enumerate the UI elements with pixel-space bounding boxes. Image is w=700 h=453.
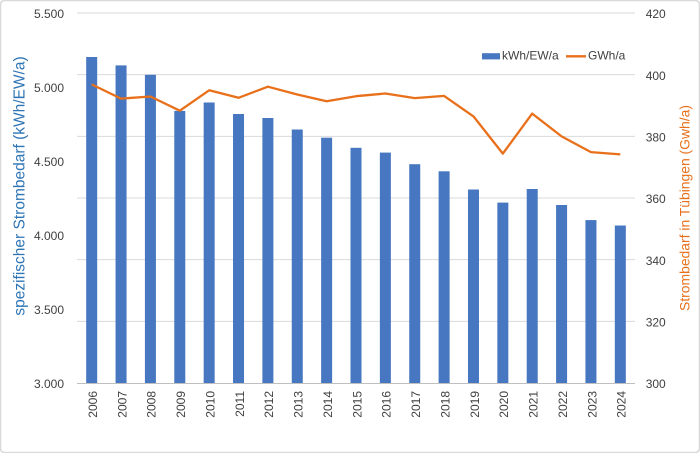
svg-text:340: 340 (646, 254, 666, 268)
svg-text:4.000: 4.000 (34, 229, 64, 243)
svg-text:5.500: 5.500 (34, 7, 64, 21)
svg-text:3.000: 3.000 (34, 377, 64, 391)
svg-text:300: 300 (646, 377, 666, 391)
svg-text:2006: 2006 (86, 391, 100, 418)
svg-text:420: 420 (646, 7, 666, 21)
svg-text:320: 320 (646, 316, 666, 330)
svg-text:2016: 2016 (380, 391, 394, 418)
svg-text:2022: 2022 (556, 391, 570, 418)
svg-text:kWh/EW/a: kWh/EW/a (502, 49, 559, 63)
svg-text:380: 380 (646, 131, 666, 145)
svg-text:2008: 2008 (145, 391, 159, 418)
svg-text:2013: 2013 (292, 391, 306, 418)
svg-text:2024: 2024 (615, 391, 629, 418)
svg-text:5.000: 5.000 (34, 81, 64, 95)
svg-text:GWh/a: GWh/a (588, 49, 626, 63)
svg-text:2007: 2007 (115, 391, 129, 418)
svg-text:spezifischer Strombedarf (kWh/: spezifischer Strombedarf (kWh/EW/a) (12, 56, 29, 315)
svg-text:2015: 2015 (350, 391, 364, 418)
svg-text:2014: 2014 (321, 391, 335, 418)
svg-text:2018: 2018 (438, 391, 452, 418)
svg-text:2009: 2009 (174, 391, 188, 418)
svg-text:Strombedarf in Tübingen (Gwh/a: Strombedarf in Tübingen (Gwh/a) (677, 105, 693, 311)
svg-text:2010: 2010 (203, 391, 217, 418)
svg-text:2012: 2012 (262, 391, 276, 418)
svg-text:4.500: 4.500 (34, 155, 64, 169)
svg-text:2017: 2017 (409, 391, 423, 418)
svg-text:360: 360 (646, 192, 666, 206)
svg-text:2021: 2021 (527, 391, 541, 418)
svg-text:3.500: 3.500 (34, 303, 64, 317)
svg-text:2011: 2011 (233, 391, 247, 417)
svg-text:2023: 2023 (585, 391, 599, 418)
svg-text:400: 400 (646, 69, 666, 83)
svg-text:2019: 2019 (468, 391, 482, 418)
svg-text:2020: 2020 (497, 391, 511, 418)
